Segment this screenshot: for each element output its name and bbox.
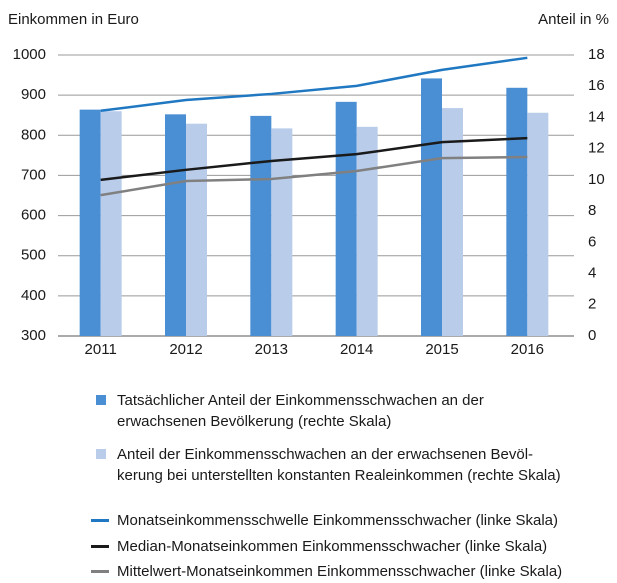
legend-swatch: [96, 395, 106, 405]
y2-tick-label: 18: [588, 46, 605, 63]
x-tick-label: 2012: [169, 341, 202, 358]
y-tick-label: 300: [21, 327, 46, 344]
y2-tick-label: 8: [588, 202, 596, 219]
bar: [79, 109, 101, 336]
y2-tick-label: 6: [588, 233, 596, 250]
y-tick-label: 700: [21, 166, 46, 183]
bar: [335, 101, 357, 336]
bar: [527, 112, 549, 336]
bar: [442, 108, 463, 336]
y2-tick-label: 2: [588, 296, 596, 313]
y2-axis-label: Anteil in %: [538, 11, 609, 28]
y-tick-label: 600: [21, 207, 46, 224]
legend-swatch: [96, 449, 106, 459]
legend-entry: Anteil der Einkommensschwachen an der er…: [117, 446, 561, 484]
y2-tick-label: 0: [588, 327, 596, 344]
bar: [356, 126, 378, 336]
legend-entry: Tatsächlicher Anteil der Einkommensschwa…: [117, 392, 484, 430]
y-tick-label: 500: [21, 247, 46, 264]
x-tick-label: 2016: [511, 341, 544, 358]
y-tick-label: 900: [21, 86, 46, 103]
legend-entry: Median-Monatseinkommen Einkommensschwach…: [117, 538, 548, 555]
legend-swatch: [91, 545, 109, 548]
legend-entry: Monatseinkommensschwelle Einkommensschwa…: [117, 512, 559, 529]
x-tick-label: 2014: [340, 341, 373, 358]
bar: [100, 111, 122, 336]
y2-tick-label: 12: [588, 140, 605, 157]
y-tick-label: 800: [21, 126, 46, 143]
bar: [186, 123, 207, 336]
y2-tick-label: 4: [588, 265, 596, 282]
bar: [506, 87, 528, 337]
bar: [271, 128, 293, 336]
bar: [165, 114, 186, 336]
line: [100, 155, 528, 197]
y-tick-label: 400: [21, 287, 46, 304]
y2-tick-label: 10: [588, 171, 605, 188]
y-axis-label: Einkommen in Euro: [8, 11, 139, 28]
y2-tick-label: 16: [588, 77, 605, 94]
legend-swatch: [91, 570, 109, 573]
legend-entry: Mittelwert-Monatseinkommen Einkommenssch…: [117, 563, 563, 580]
x-tick-label: 2015: [425, 341, 458, 358]
y-tick-label: 1000: [13, 46, 46, 63]
bar: [250, 115, 272, 336]
line: [100, 56, 528, 113]
y2-tick-label: 14: [588, 108, 605, 125]
line: [100, 136, 528, 182]
plot: Einkommen in Euro Anteil in % 300 400 500 6…: [8, 11, 609, 358]
x-tick-label: 2013: [255, 341, 288, 358]
bar: [421, 78, 442, 337]
x-tick-label: 2011: [85, 341, 117, 358]
legend-swatch: [91, 519, 109, 522]
